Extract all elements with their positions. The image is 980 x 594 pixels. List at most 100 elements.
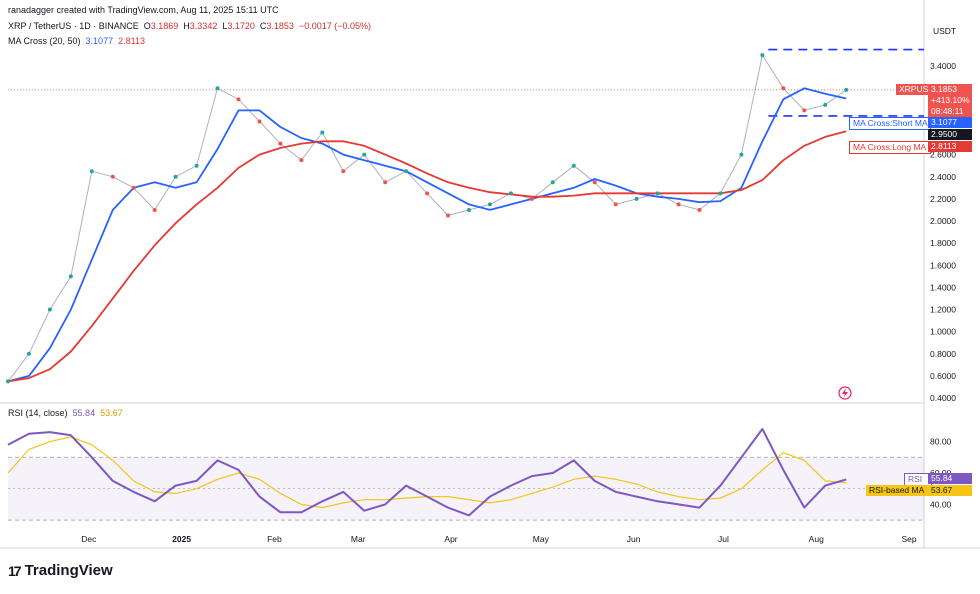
price-point[interactable] xyxy=(571,163,576,168)
x-tick-label: Sep xyxy=(901,534,916,544)
ohlc-h-label: H xyxy=(183,21,190,31)
long-ma-line[interactable] xyxy=(7,130,847,383)
price-point[interactable] xyxy=(215,86,220,91)
y-tick-label: 1.2000 xyxy=(930,305,956,315)
price-point[interactable] xyxy=(634,196,639,201)
rsi-band xyxy=(8,457,924,521)
price-point[interactable] xyxy=(47,307,52,312)
price-point[interactable] xyxy=(194,163,199,168)
x-tick-label: Jun xyxy=(627,534,641,544)
x-tick-label: Feb xyxy=(267,534,282,544)
price-point[interactable] xyxy=(739,152,744,157)
price-point[interactable] xyxy=(257,119,262,124)
countdown-tag: 08:48:11 xyxy=(928,106,972,117)
flash-icon[interactable] xyxy=(838,386,852,400)
rsi-ma-label-tag: RSI-based MA xyxy=(866,485,930,496)
price-point[interactable] xyxy=(6,379,10,384)
y-tick-label: 2.6000 xyxy=(930,150,956,160)
price-point[interactable] xyxy=(236,97,241,102)
x-tick-label: 2025 xyxy=(172,534,191,544)
price-point[interactable] xyxy=(110,174,115,179)
flash-bolt-icon xyxy=(842,388,848,398)
support-level-tag: 2.9500 xyxy=(928,129,972,140)
ohlc-o-label: O xyxy=(143,21,151,31)
price-point[interactable] xyxy=(760,53,765,58)
ohlc-c-label: C xyxy=(259,21,267,31)
x-tick-label: Jul xyxy=(718,534,729,544)
tradingview-brand: TradingView xyxy=(24,562,113,579)
price-tag: 3.1853 xyxy=(928,84,972,95)
price-line[interactable] xyxy=(7,54,847,382)
price-point[interactable] xyxy=(26,351,31,356)
symbol-title: XRP / TetherUS · 1D · BINANCE xyxy=(8,21,139,31)
price-point[interactable] xyxy=(529,196,534,201)
y-tick-label: 1.4000 xyxy=(930,282,956,292)
price-point[interactable] xyxy=(466,207,471,212)
ohlc-open: 3.1869 xyxy=(150,21,179,31)
rsi-ma-value-tag: 53.67 xyxy=(928,485,972,496)
symbol-row[interactable]: XRP / TetherUS · 1D · BINANCE O3.1869 H3… xyxy=(8,21,371,32)
rsi-legend[interactable]: RSI (14, close) 55.84 53.67 xyxy=(8,408,123,419)
price-point[interactable] xyxy=(404,169,409,174)
price-point[interactable] xyxy=(89,169,94,174)
ohlc-change: −0.0017 (−0.05%) xyxy=(298,21,372,31)
price-point[interactable] xyxy=(341,169,346,174)
price-point[interactable] xyxy=(320,130,325,135)
short-ma-value-tag: 3.1077 xyxy=(928,117,972,128)
pct-tag: +413.10% xyxy=(928,95,972,106)
price-point[interactable] xyxy=(697,207,702,212)
chart-credit: ranadagger created with TradingView.com,… xyxy=(8,5,279,15)
price-point[interactable] xyxy=(508,191,513,196)
x-tick-label: Aug xyxy=(809,534,824,544)
ma-long-value: 2.8113 xyxy=(118,36,145,46)
price-point[interactable] xyxy=(487,202,492,207)
x-tick-label: Mar xyxy=(351,534,366,544)
price-point[interactable] xyxy=(173,174,178,179)
y-tick-label: 2.0000 xyxy=(930,216,956,226)
y-tick-label: 0.4000 xyxy=(930,393,956,403)
rsi-y-tick-label: 80.00 xyxy=(930,437,952,447)
x-tick-label: Dec xyxy=(81,534,97,544)
price-point[interactable] xyxy=(823,102,828,107)
tradingview-logo[interactable]: 17 TradingView xyxy=(8,562,113,579)
currency-label: USDT xyxy=(933,26,957,36)
long-ma-label-tag: MA Cross:Long MA xyxy=(849,141,931,154)
rsi-ma-legend-value: 53.67 xyxy=(100,408,123,418)
price-point[interactable] xyxy=(718,191,723,196)
price-point[interactable] xyxy=(676,202,681,207)
price-point[interactable] xyxy=(446,213,451,218)
price-point[interactable] xyxy=(802,108,807,113)
price-point[interactable] xyxy=(550,180,555,185)
price-point[interactable] xyxy=(299,158,304,163)
price-point[interactable] xyxy=(68,274,73,279)
short-ma-label-tag: MA Cross:Short MA xyxy=(849,117,931,130)
y-tick-label: 3.4000 xyxy=(930,61,956,71)
y-tick-label: 2.4000 xyxy=(930,172,956,182)
rsi-value-tag: 55.84 xyxy=(928,473,972,484)
rsi-line[interactable] xyxy=(7,428,847,517)
ohlc-high: 3.3342 xyxy=(189,21,218,31)
y-tick-label: 1.8000 xyxy=(930,238,956,248)
price-point[interactable] xyxy=(425,191,430,196)
x-tick-label: Apr xyxy=(444,534,457,544)
price-point[interactable] xyxy=(362,152,367,157)
price-point[interactable] xyxy=(278,141,283,146)
price-point[interactable] xyxy=(844,87,849,92)
rsi-legend-value: 55.84 xyxy=(72,408,96,418)
x-tick-label: May xyxy=(533,534,550,544)
price-point[interactable] xyxy=(131,185,136,190)
price-point[interactable] xyxy=(383,180,388,185)
price-point[interactable] xyxy=(781,86,786,91)
tradingview-logo-icon: 17 xyxy=(8,562,22,579)
rsi-legend-label: RSI (14, close) xyxy=(8,408,68,418)
price-point[interactable] xyxy=(592,180,597,185)
price-point[interactable] xyxy=(655,191,660,196)
ohlc-low: 3.1720 xyxy=(227,21,255,31)
short-ma-line[interactable] xyxy=(7,87,847,383)
price-point[interactable] xyxy=(152,207,157,212)
ma-legend-label: MA Cross (20, 50) xyxy=(8,36,81,46)
ma-legend[interactable]: MA Cross (20, 50) 3.1077 2.8113 xyxy=(8,36,145,47)
symbol-tag: XRPUSDT xyxy=(896,84,944,95)
price-point[interactable] xyxy=(613,202,618,207)
